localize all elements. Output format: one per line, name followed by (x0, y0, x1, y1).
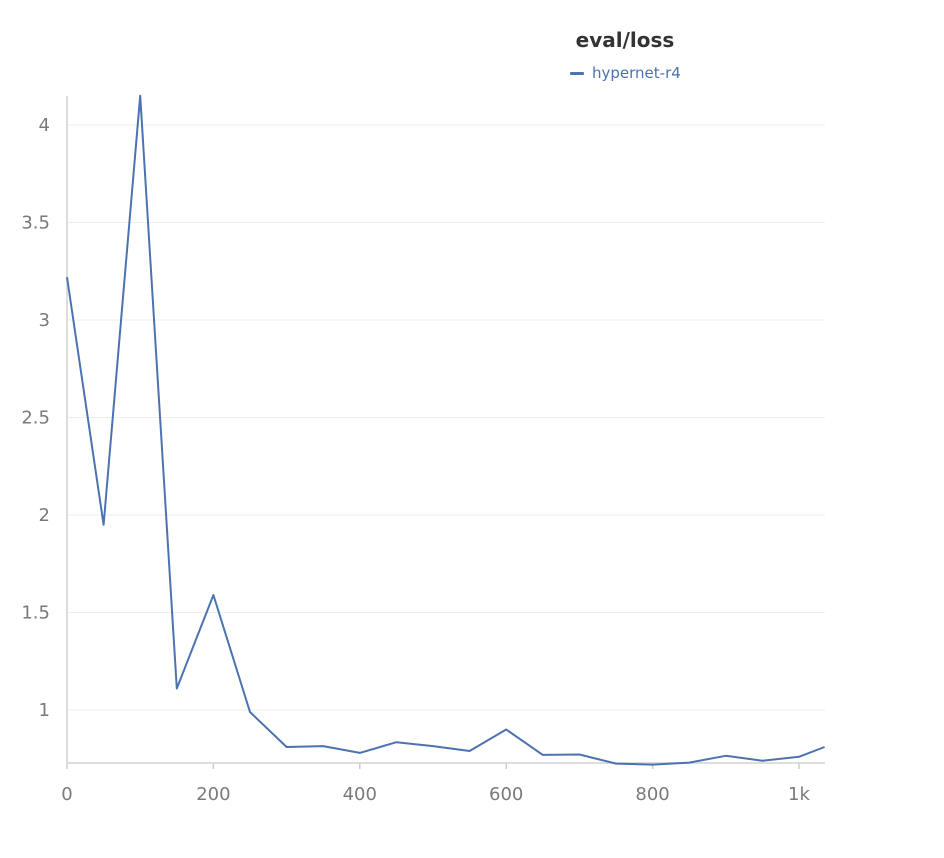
x-tick-label: 400 (343, 784, 377, 805)
grid (67, 124, 825, 711)
x-tick-label: 0 (61, 784, 72, 805)
series-line (66, 94, 825, 766)
chart-title: eval/loss (575, 28, 675, 52)
x-tick-label: 1k (788, 784, 810, 805)
y-tick-label: 3.5 (21, 213, 50, 234)
y-tick-label: 4 (39, 115, 50, 136)
y-tick-label: 2.5 (21, 408, 50, 429)
legend: hypernet-r4 (570, 64, 681, 82)
tick-labels: 1 1.5 2 2.5 3 3.5 4 0 200 400 600 800 1k (21, 115, 810, 805)
y-tick-label: 1.5 (21, 603, 50, 624)
x-tick-label: 600 (489, 784, 523, 805)
x-tick-label: 800 (635, 784, 669, 805)
y-tick-label: 3 (39, 310, 50, 331)
y-tick-label: 2 (39, 505, 50, 526)
series (66, 94, 825, 766)
legend-label: hypernet-r4 (592, 64, 681, 82)
legend-swatch (570, 71, 584, 75)
x-tick-label: 200 (196, 784, 230, 805)
y-tick-label: 1 (39, 700, 50, 721)
axes (66, 96, 825, 769)
